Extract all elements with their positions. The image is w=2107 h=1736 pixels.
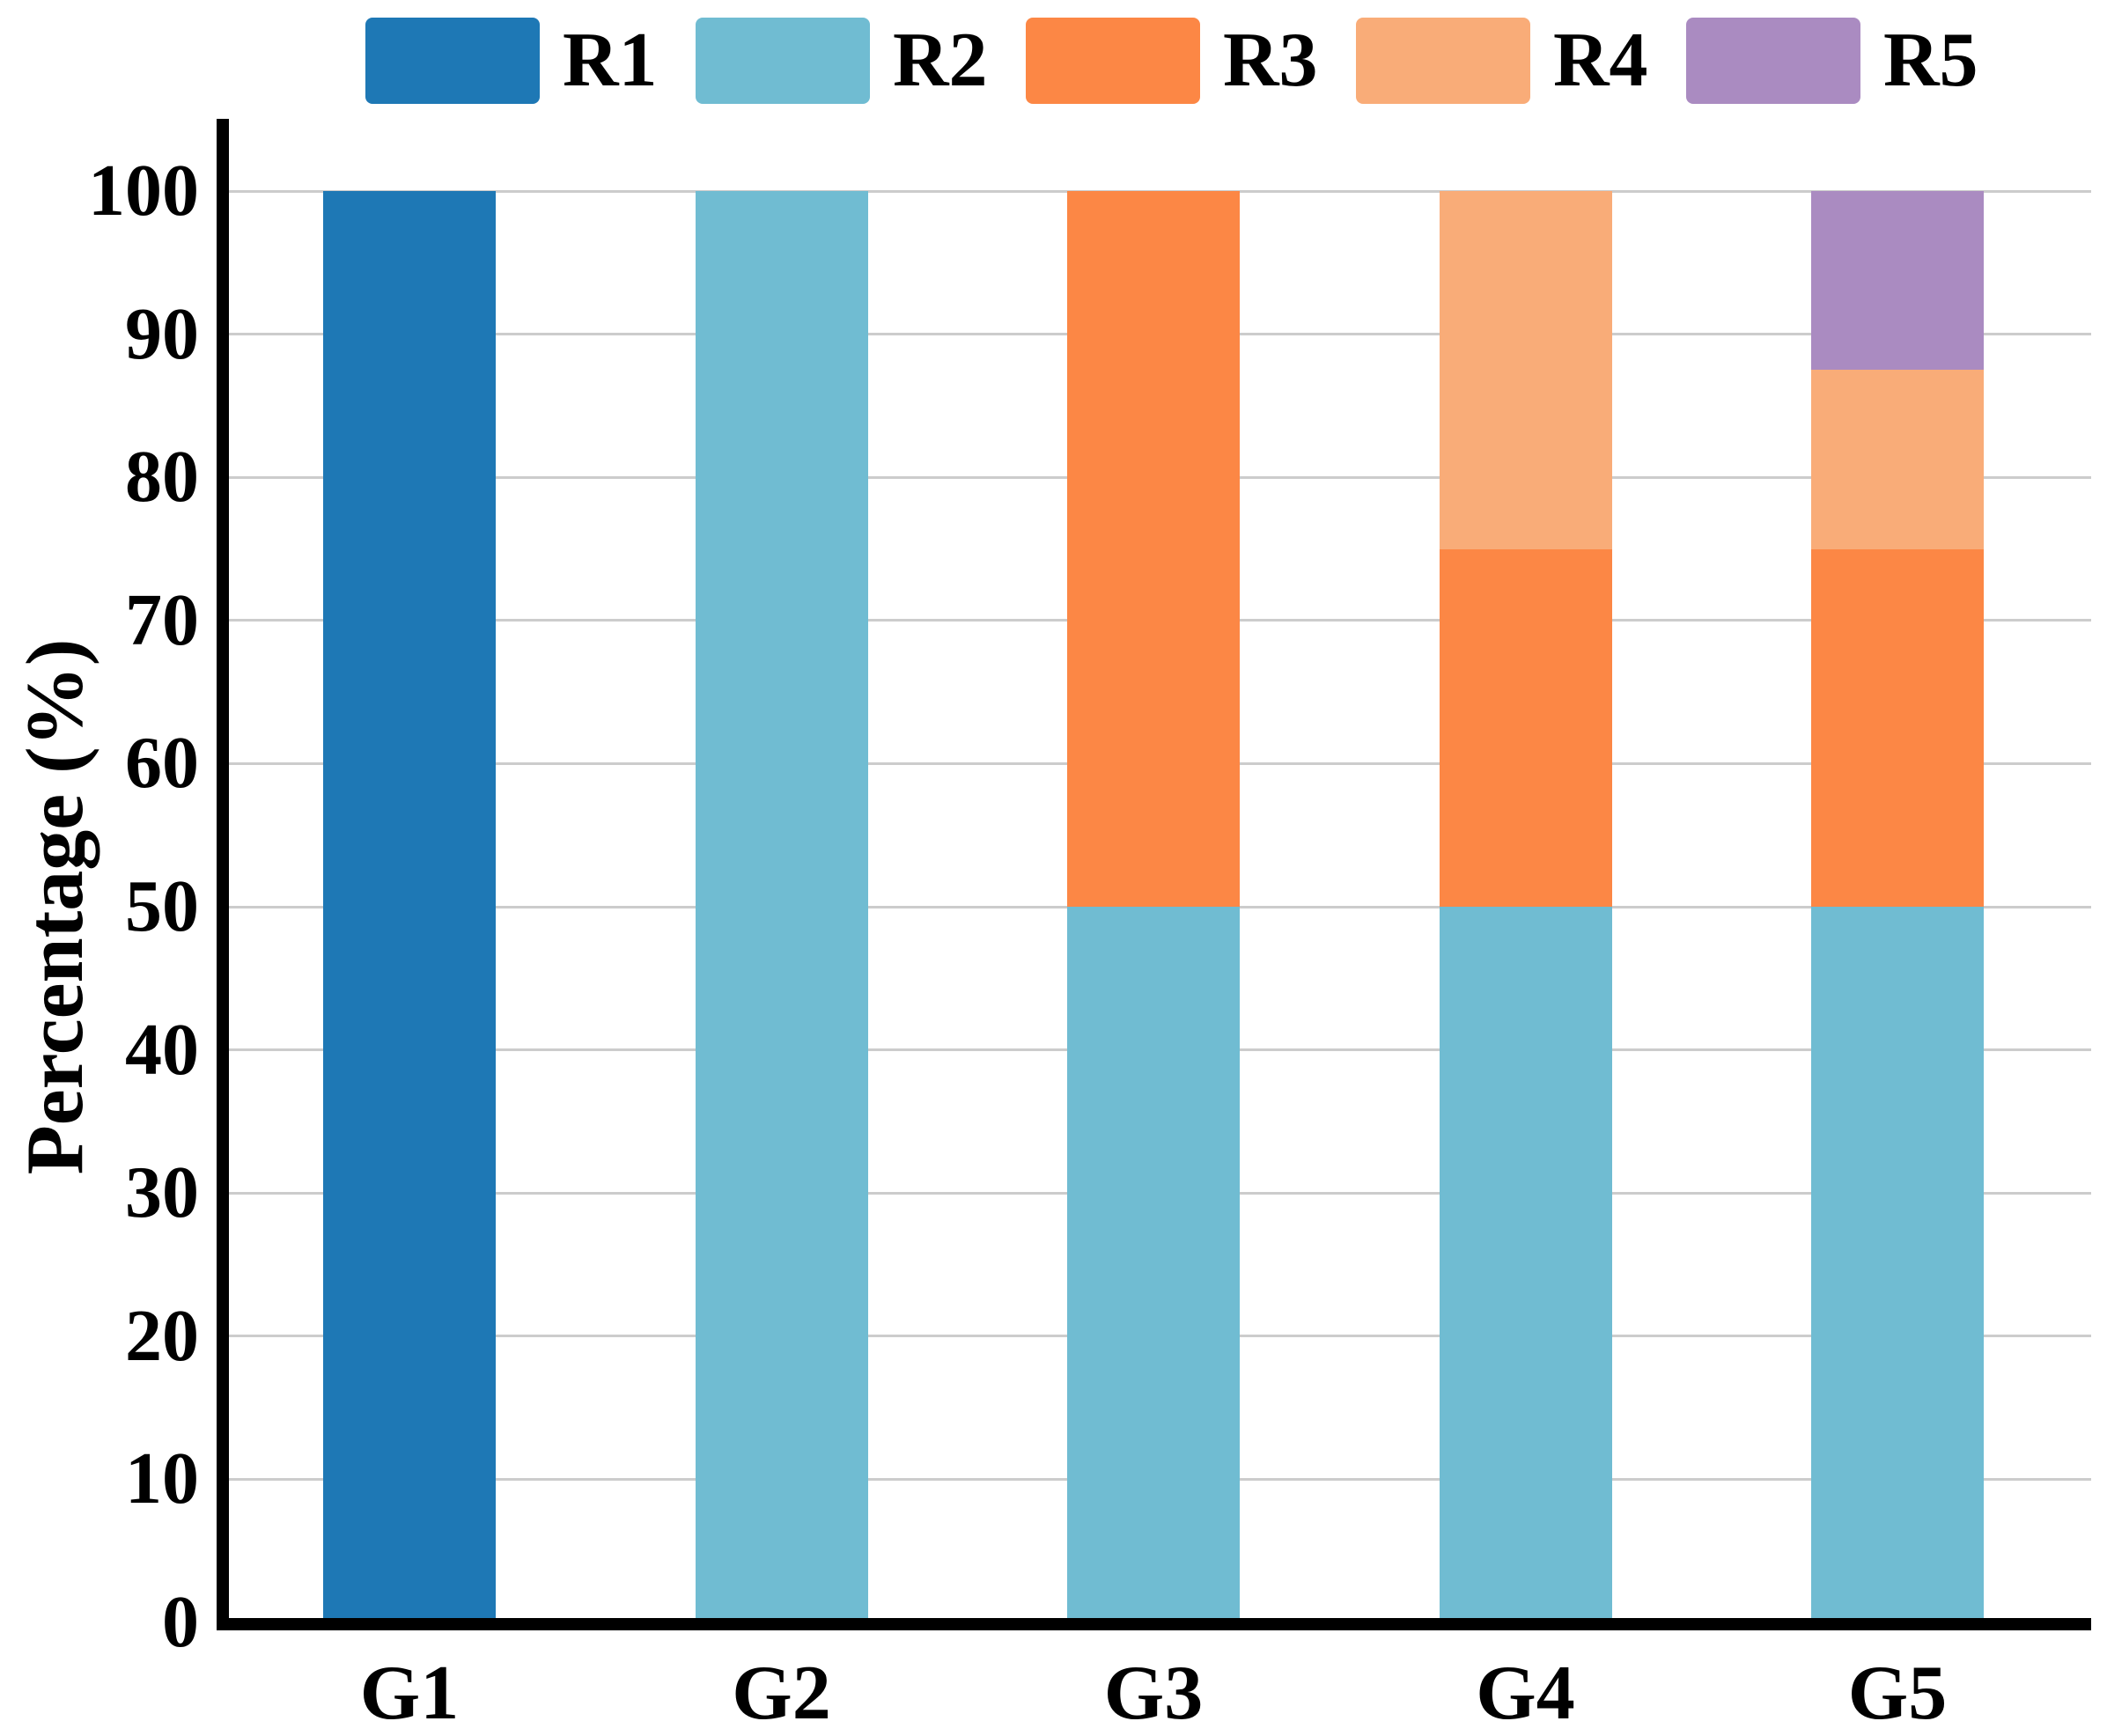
bar-G4-segment-R2 [1439, 907, 1612, 1622]
bar-G2-segment-R2 [695, 191, 868, 1622]
y-tick-label-40: 40 [125, 1008, 199, 1091]
y-tick-label-80: 80 [125, 436, 199, 519]
y-tick-label-30: 30 [125, 1151, 199, 1234]
legend-label-R1: R1 [563, 18, 658, 103]
legend-swatch-R2 [696, 18, 870, 104]
bar-G5-segment-R4 [1811, 370, 1984, 549]
legend-label-R3: R3 [1223, 18, 1318, 103]
x-tick-label-G5: G5 [1847, 1651, 1948, 1736]
bar-G5-segment-R2 [1811, 907, 1984, 1622]
y-tick-label-90: 90 [125, 292, 199, 375]
y-tick-label-20: 20 [125, 1294, 199, 1377]
legend-label-R5: R5 [1883, 18, 1978, 103]
legend-label-R4: R4 [1553, 18, 1648, 103]
x-tick-label-G1: G1 [359, 1651, 460, 1736]
legend-swatch-R4 [1356, 18, 1530, 104]
y-tick-label-0: 0 [162, 1581, 199, 1663]
x-axis-spine [217, 1618, 2091, 1630]
legend-swatch-R3 [1026, 18, 1200, 104]
bar-G5-segment-R3 [1811, 548, 1984, 907]
legend-item-R3: R3 [1026, 18, 1318, 104]
legend-item-R5: R5 [1686, 18, 1978, 104]
legend-item-R2: R2 [696, 18, 988, 104]
y-tick-label-70: 70 [125, 578, 199, 661]
y-tick-label-100: 100 [88, 150, 199, 232]
legend-swatch-R1 [365, 18, 540, 104]
x-tick-label-G2: G2 [732, 1651, 831, 1736]
bar-G3-segment-R2 [1067, 907, 1240, 1622]
y-axis-title: Percentage (%) [10, 638, 99, 1175]
legend-swatch-R5 [1686, 18, 1860, 104]
legend-item-R4: R4 [1356, 18, 1648, 104]
x-tick-label-G3: G3 [1103, 1651, 1204, 1736]
y-tick-label-60: 60 [125, 722, 199, 805]
y-tick-label-10: 10 [125, 1438, 199, 1520]
legend-item-R1: R1 [365, 18, 658, 104]
y-tick-label-50: 50 [125, 865, 199, 947]
bar-G3-segment-R3 [1067, 191, 1240, 907]
bar-G4-segment-R4 [1439, 191, 1612, 549]
bar-G5-segment-R5 [1811, 191, 1984, 371]
x-tick-label-G4: G4 [1476, 1651, 1575, 1736]
bar-G4-segment-R3 [1439, 548, 1612, 907]
legend-label-R2: R2 [893, 18, 988, 103]
bar-G1-segment-R1 [323, 191, 496, 1622]
y-axis-spine [217, 119, 229, 1630]
